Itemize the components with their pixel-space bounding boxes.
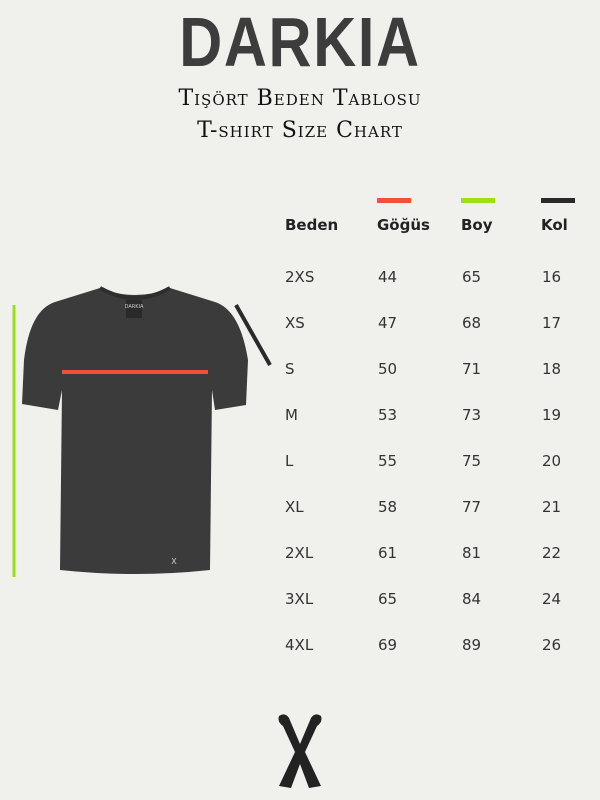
svg-text:DARKIA: DARKIA	[125, 304, 144, 310]
cell-chest: 58	[378, 498, 398, 516]
cell-size: 2XS	[285, 268, 315, 286]
cell-sleeve: 24	[542, 590, 562, 608]
cell-sleeve: 19	[542, 406, 562, 424]
cell-length: 89	[462, 636, 482, 654]
cell-size: L	[285, 452, 294, 470]
svg-text:X: X	[171, 557, 177, 566]
tshirt-body	[22, 288, 248, 574]
cell-chest: 65	[378, 590, 398, 608]
title-tr: Tişört Beden Tablosu	[178, 86, 422, 111]
cell-size: 3XL	[285, 590, 314, 608]
length-color-bar	[461, 198, 495, 203]
cell-length: 75	[462, 452, 482, 470]
cell-sleeve: 17	[542, 314, 562, 332]
header-chest: Göğüs	[377, 216, 430, 234]
x-logo-icon	[278, 714, 322, 788]
cell-length: 65	[462, 268, 482, 286]
cell-sleeve: 26	[542, 636, 562, 654]
cell-size: M	[285, 406, 298, 424]
cell-sleeve: 20	[542, 452, 562, 470]
cell-length: 68	[462, 314, 482, 332]
sleeve-color-bar	[541, 198, 575, 203]
cell-length: 77	[462, 498, 482, 516]
tshirt-illustration: DARKIA X	[12, 286, 272, 577]
cell-length: 81	[462, 544, 482, 562]
cell-length: 71	[462, 360, 482, 378]
cell-chest: 69	[378, 636, 398, 654]
cell-chest: 61	[378, 544, 398, 562]
shirt-tag	[126, 300, 142, 318]
header-sleeve: Kol	[541, 216, 568, 234]
cell-size: 2XL	[285, 544, 314, 562]
cell-sleeve: 21	[542, 498, 562, 516]
cell-sleeve: 18	[542, 360, 562, 378]
cell-chest: 53	[378, 406, 398, 424]
cell-chest: 50	[378, 360, 398, 378]
cell-chest: 55	[378, 452, 398, 470]
cell-length: 84	[462, 590, 482, 608]
cell-chest: 47	[378, 314, 398, 332]
sleeve-measure-line	[234, 304, 272, 366]
chest-color-bar	[377, 198, 411, 203]
cell-sleeve: 22	[542, 544, 562, 562]
cell-length: 73	[462, 406, 482, 424]
header-length: Boy	[461, 216, 493, 234]
header-size: Beden	[285, 216, 339, 234]
cell-size: 4XL	[285, 636, 314, 654]
title-en: T-shirt Size Chart	[197, 118, 403, 143]
cell-size: S	[285, 360, 295, 378]
cell-size: XS	[285, 314, 305, 332]
cell-chest: 44	[378, 268, 398, 286]
cell-sleeve: 16	[542, 268, 562, 286]
cell-size: XL	[285, 498, 304, 516]
brand-logo: DARKIA	[179, 3, 421, 81]
